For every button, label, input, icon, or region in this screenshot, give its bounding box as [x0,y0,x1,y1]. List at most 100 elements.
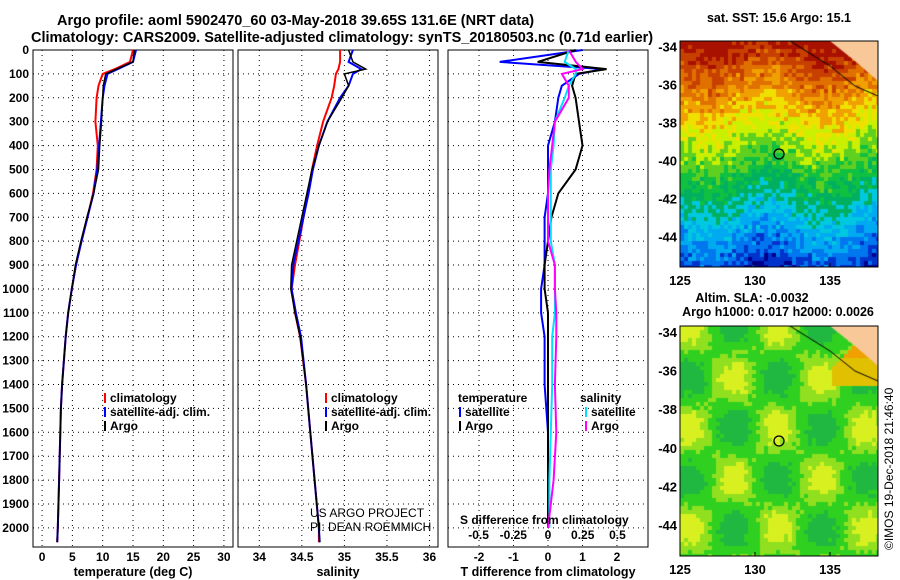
y-tick-label: 1700 [2,449,29,463]
map-frame [679,325,879,557]
x-tick-label: 10 [96,550,110,564]
y-tick-label: 900 [9,258,29,272]
x-tick-label: 2 [614,550,621,564]
profile-line-climatology [290,50,342,543]
x-tick-label: 35.5 [375,550,399,564]
map-lat-label: -38 [658,402,677,417]
plot-frame [32,49,234,548]
title-line-2: Climatology: CARS2009. Satellite-adjuste… [31,30,654,46]
map-lat-label: -42 [658,192,677,207]
map-lat-label: -44 [658,518,678,533]
legend-label: climatology [331,391,398,405]
y-tick-label: 1100 [3,306,29,320]
sst-map-title: sat. SST: 15.6 Argo: 15.1 [707,11,851,25]
sla-map-heatmap [680,326,878,556]
y-tick-label: 200 [9,91,29,105]
x-axis-label: salinity [316,565,359,579]
y-tick-label: 800 [9,234,29,248]
x-axis-label: temperature (deg C) [74,565,193,579]
map-lat-label: -42 [658,479,677,494]
x-tick-label: 0 [39,550,46,564]
map-lon-label: 135 [819,562,841,577]
legend-label: climatology [110,391,177,405]
x-tick-label: 30 [217,550,231,564]
map-lat-label: -36 [658,363,677,378]
profile-line-argo [290,49,368,543]
legend-label: satellite [591,405,636,419]
map-lon-label: 125 [669,273,691,288]
legend-label: Argo [331,419,359,433]
legend-label: Argo [465,419,493,433]
y-tick-label: 1500 [2,401,29,415]
legend-label: Argo [110,419,138,433]
map-lat-label: -40 [658,154,677,169]
legend-title-salinity: salinity [580,391,622,405]
credit-pi: PI: DEAN ROEMMICH [310,520,431,534]
x-tick-label: 1 [579,550,586,564]
x-tick-label: 34 [253,550,267,564]
y-tick-label: 300 [9,115,29,129]
y-tick-label: 1600 [2,425,29,439]
y-tick-label: 500 [9,162,29,176]
s-tick-label: -0.25 [500,528,528,542]
sla-map-title-2: Argo h1000: 0.017 h2000: 0.0026 [682,305,874,319]
map-lat-label: -40 [658,441,677,456]
map-lat-label: -34 [658,325,678,340]
credit-project: US ARGO PROJECT [310,506,425,520]
y-tick-label: 1300 [2,354,29,368]
x-tick-label: 0 [545,550,552,564]
y-tick-label: 1200 [2,330,29,344]
y-tick-label: 1800 [2,473,29,487]
map-lat-label: -34 [658,40,678,55]
y-tick-label: 400 [9,139,29,153]
sla-map-title-1: Altim. SLA: -0.0032 [695,291,808,305]
x-tick-label: 35 [338,550,352,564]
x-tick-label: 36 [423,550,437,564]
title-line-1: Argo profile: aoml 5902470_60 03-May-201… [57,13,535,29]
x-tick-label: 34.5 [290,550,314,564]
diff-line-t-satellite [499,49,604,528]
x-tick-label: 15 [126,550,140,564]
profile-line-climatology [56,49,134,543]
y-tick-label: 1400 [2,378,29,392]
legend-title-temperature: temperature [458,391,528,405]
s-tick-label: 0.25 [571,528,595,542]
map-lon-label: 130 [744,273,766,288]
diff-line-s-satellite [548,49,577,528]
imos-watermark: ©IMOS 19-Dec-2018 21:46:40 [882,387,896,550]
legend-label: Argo [591,419,619,433]
y-tick-label: 2000 [2,521,29,535]
x-axis-label: T difference from climatology [460,565,635,579]
y-tick-label: 1900 [2,497,29,511]
legend-label: satellite-adj. clim. [110,405,210,419]
y-tick-label: 1000 [2,282,29,296]
argo-float-marker [773,435,785,447]
map-lat-label: -44 [658,230,678,245]
s-axis-label: S difference from climatology [460,513,629,527]
x-tick-label: -2 [474,550,485,564]
y-tick-label: 100 [9,67,29,81]
map-frame [679,40,879,268]
y-tick-label: 600 [9,186,29,200]
diff-line-s-argo [547,49,585,529]
x-tick-label: 25 [187,550,201,564]
sst-map-heatmap [680,41,878,267]
map-lon-label: 125 [669,562,691,577]
legend-label: satellite-adj. clim. [331,405,431,419]
y-tick-label: 700 [9,210,29,224]
s-tick-label: 0.5 [609,528,626,542]
profile-line-argo [56,49,135,543]
map-lon-label: 135 [819,273,841,288]
y-tick-label: 0 [22,43,29,57]
legend-label: satellite [465,405,510,419]
argo-float-marker [773,148,785,160]
map-lat-label: -38 [658,116,677,131]
s-tick-label: 0 [545,528,552,542]
plot-frame [237,49,439,548]
x-tick-label: 5 [69,550,76,564]
map-lat-label: -36 [658,78,677,93]
s-tick-label: -0.5 [468,528,489,542]
x-tick-label: -1 [508,550,519,564]
